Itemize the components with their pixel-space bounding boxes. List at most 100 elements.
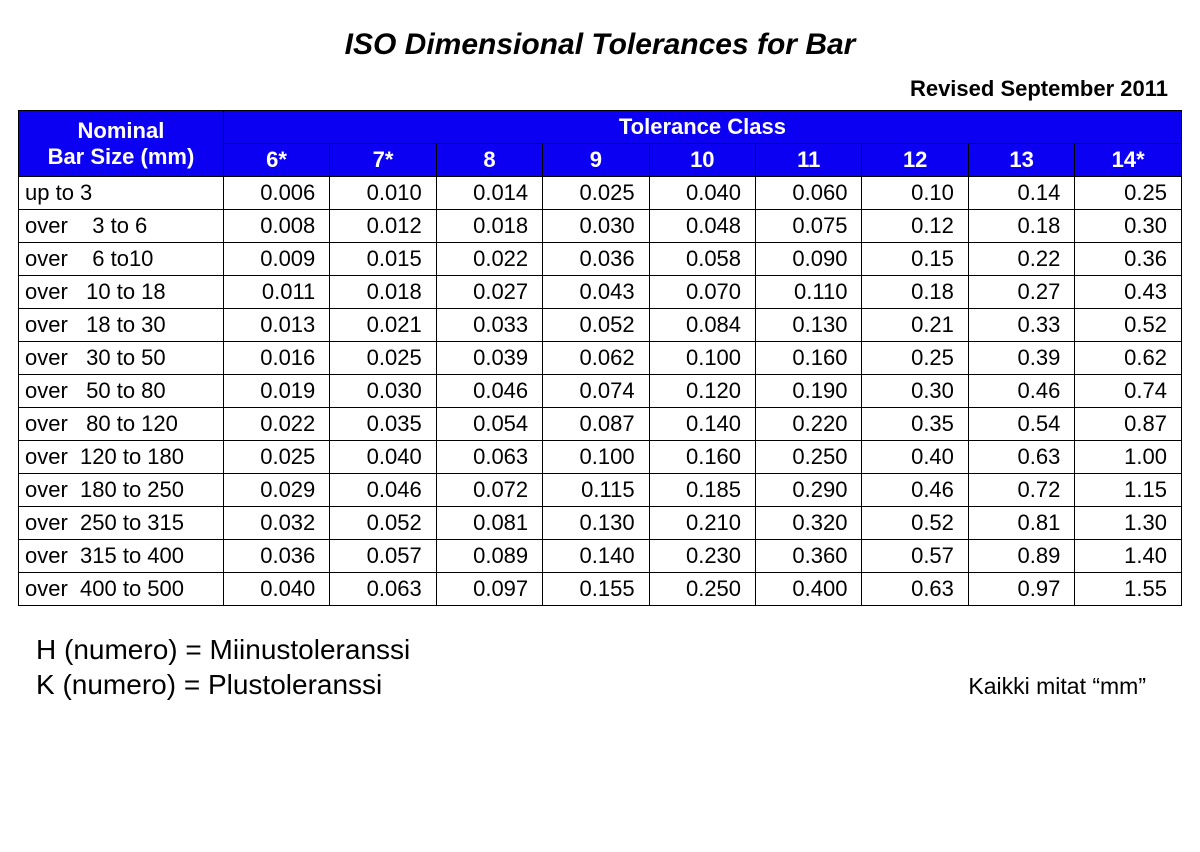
cell-value: 0.46 (968, 375, 1074, 408)
cell-value: 0.89 (968, 540, 1074, 573)
cell-value: 0.081 (436, 507, 542, 540)
cell-value: 0.052 (543, 309, 649, 342)
cell-value: 0.018 (436, 210, 542, 243)
col-header-class: 9 (543, 144, 649, 177)
footer: H (numero) = Miinustoleranssi K (numero)… (18, 632, 1182, 702)
cell-value: 0.160 (756, 342, 862, 375)
cell-value: 0.072 (436, 474, 542, 507)
cell-value: 0.046 (330, 474, 436, 507)
cell-value: 0.019 (223, 375, 329, 408)
cell-value: 0.72 (968, 474, 1074, 507)
table-head: NominalBar Size (mm)Tolerance Class6*7*8… (19, 111, 1182, 177)
cell-value: 0.010 (330, 177, 436, 210)
cell-value: 0.220 (756, 408, 862, 441)
cell-value: 0.030 (543, 210, 649, 243)
cell-value: 0.100 (543, 441, 649, 474)
page-title: ISO Dimensional Tolerances for Bar (18, 28, 1182, 62)
cell-size: over 250 to 315 (19, 507, 224, 540)
cell-value: 1.30 (1075, 507, 1182, 540)
table-row: over 400 to 5000.0400.0630.0970.1550.250… (19, 573, 1182, 606)
cell-value: 0.006 (223, 177, 329, 210)
cell-size: over 80 to 120 (19, 408, 224, 441)
cell-value: 0.097 (436, 573, 542, 606)
cell-value: 0.089 (436, 540, 542, 573)
cell-value: 0.43 (1075, 276, 1182, 309)
table-body: up to 30.0060.0100.0140.0250.0400.0600.1… (19, 177, 1182, 606)
cell-size: over 10 to 18 (19, 276, 224, 309)
cell-value: 0.400 (756, 573, 862, 606)
cell-value: 0.052 (330, 507, 436, 540)
cell-value: 0.016 (223, 342, 329, 375)
cell-value: 0.035 (330, 408, 436, 441)
cell-value: 0.057 (330, 540, 436, 573)
cell-value: 0.360 (756, 540, 862, 573)
cell-value: 0.120 (649, 375, 755, 408)
cell-value: 0.032 (223, 507, 329, 540)
cell-value: 0.054 (436, 408, 542, 441)
cell-value: 0.022 (436, 243, 542, 276)
table-row: over 315 to 4000.0360.0570.0890.1400.230… (19, 540, 1182, 573)
cell-value: 0.155 (543, 573, 649, 606)
cell-value: 0.25 (862, 342, 968, 375)
cell-value: 0.046 (436, 375, 542, 408)
cell-value: 0.040 (330, 441, 436, 474)
cell-value: 0.018 (330, 276, 436, 309)
revised-label: Revised September 2011 (18, 76, 1168, 102)
cell-value: 0.013 (223, 309, 329, 342)
table-row: over 10 to 180.0110.0180.0270.0430.0700.… (19, 276, 1182, 309)
cell-value: 0.18 (968, 210, 1074, 243)
cell-size: over 180 to 250 (19, 474, 224, 507)
cell-value: 0.015 (330, 243, 436, 276)
cell-value: 0.25 (1075, 177, 1182, 210)
table-row: over 180 to 2500.0290.0460.0720.1150.185… (19, 474, 1182, 507)
cell-value: 0.15 (862, 243, 968, 276)
cell-value: 0.087 (543, 408, 649, 441)
cell-value: 0.18 (862, 276, 968, 309)
table-row: over 30 to 500.0160.0250.0390.0620.1000.… (19, 342, 1182, 375)
cell-value: 0.210 (649, 507, 755, 540)
cell-value: 0.062 (543, 342, 649, 375)
table-row: over 50 to 800.0190.0300.0460.0740.1200.… (19, 375, 1182, 408)
cell-value: 0.160 (649, 441, 755, 474)
cell-size: over 50 to 80 (19, 375, 224, 408)
cell-value: 0.090 (756, 243, 862, 276)
cell-value: 1.40 (1075, 540, 1182, 573)
cell-value: 0.52 (862, 507, 968, 540)
cell-value: 0.058 (649, 243, 755, 276)
cell-value: 0.63 (968, 441, 1074, 474)
cell-value: 0.036 (223, 540, 329, 573)
cell-value: 0.036 (543, 243, 649, 276)
cell-value: 0.021 (330, 309, 436, 342)
cell-value: 0.014 (436, 177, 542, 210)
col-header-class: 14* (1075, 144, 1182, 177)
cell-value: 0.290 (756, 474, 862, 507)
cell-value: 0.97 (968, 573, 1074, 606)
cell-value: 0.27 (968, 276, 1074, 309)
cell-value: 0.029 (223, 474, 329, 507)
cell-value: 0.022 (223, 408, 329, 441)
cell-value: 0.35 (862, 408, 968, 441)
cell-value: 0.043 (543, 276, 649, 309)
cell-value: 0.320 (756, 507, 862, 540)
table-row: over 250 to 3150.0320.0520.0810.1300.210… (19, 507, 1182, 540)
tolerance-table: NominalBar Size (mm)Tolerance Class6*7*8… (18, 110, 1182, 606)
table-row: over 6 to100.0090.0150.0220.0360.0580.09… (19, 243, 1182, 276)
cell-value: 0.87 (1075, 408, 1182, 441)
table-row: over 80 to 1200.0220.0350.0540.0870.1400… (19, 408, 1182, 441)
cell-value: 0.74 (1075, 375, 1182, 408)
col-header-tolerance-class: Tolerance Class (223, 111, 1181, 144)
cell-size: over 6 to10 (19, 243, 224, 276)
cell-value: 0.30 (862, 375, 968, 408)
cell-value: 0.62 (1075, 342, 1182, 375)
cell-value: 0.110 (756, 276, 862, 309)
cell-value: 0.36 (1075, 243, 1182, 276)
cell-value: 1.55 (1075, 573, 1182, 606)
cell-value: 0.115 (543, 474, 649, 507)
cell-value: 0.140 (543, 540, 649, 573)
cell-size: over 315 to 400 (19, 540, 224, 573)
cell-value: 0.075 (756, 210, 862, 243)
cell-value: 0.230 (649, 540, 755, 573)
cell-value: 0.025 (330, 342, 436, 375)
col-header-class: 11 (756, 144, 862, 177)
cell-value: 0.008 (223, 210, 329, 243)
